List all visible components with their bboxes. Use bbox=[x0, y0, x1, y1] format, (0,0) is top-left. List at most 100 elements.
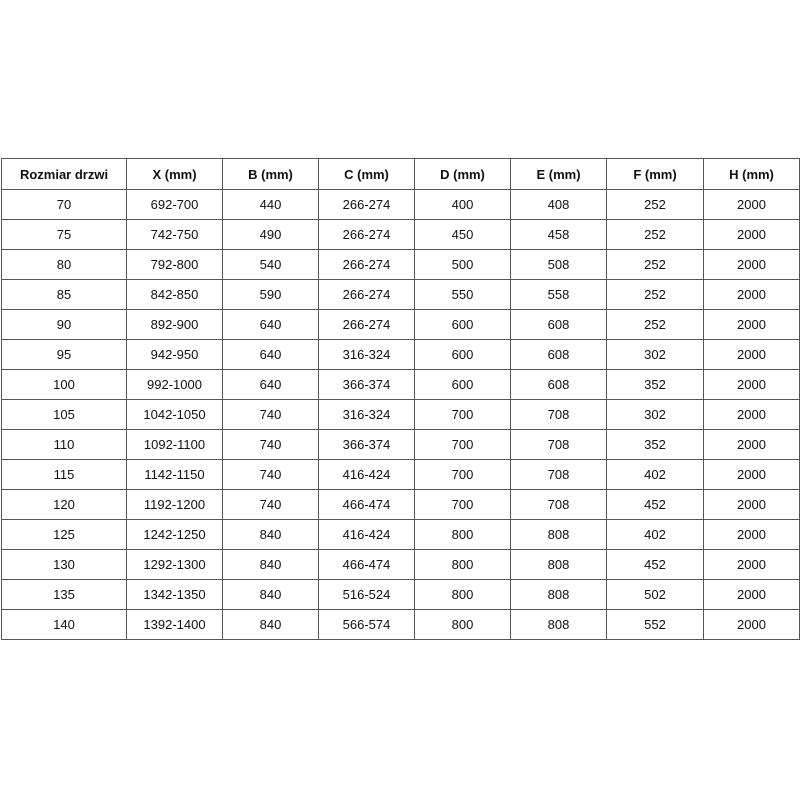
table-cell: 266-274 bbox=[318, 309, 415, 340]
table-cell: 842-850 bbox=[126, 279, 223, 310]
table-cell: 558 bbox=[510, 279, 607, 310]
table-cell: 800 bbox=[414, 579, 511, 610]
table-row: 135 1342-1350 840 516-524 800 808 502 2000 bbox=[1, 579, 800, 610]
table-cell: 692-700 bbox=[126, 189, 223, 220]
table-cell: 402 bbox=[606, 459, 704, 490]
header-row: Rozmiar drzwi X (mm) B (mm) C (mm) D (mm… bbox=[1, 158, 800, 190]
table-cell: 550 bbox=[414, 279, 511, 310]
table-cell: 2000 bbox=[703, 279, 800, 310]
table-cell: 516-524 bbox=[318, 579, 415, 610]
table-cell: 416-424 bbox=[318, 459, 415, 490]
header-d: D (mm) bbox=[414, 158, 511, 190]
table-row: 90 892-900 640 266-274 600 608 252 2000 bbox=[1, 309, 800, 340]
table-cell: 500 bbox=[414, 249, 511, 280]
table-row: 95 942-950 640 316-324 600 608 302 2000 bbox=[1, 339, 800, 370]
table-cell: 700 bbox=[414, 429, 511, 460]
table-cell: 552 bbox=[606, 609, 704, 640]
table-cell: 742-750 bbox=[126, 219, 223, 250]
table-cell: 800 bbox=[414, 549, 511, 580]
table-cell: 840 bbox=[222, 549, 319, 580]
table-cell: 590 bbox=[222, 279, 319, 310]
table-cell: 266-274 bbox=[318, 249, 415, 280]
table-cell: 640 bbox=[222, 339, 319, 370]
table-cell: 252 bbox=[606, 219, 704, 250]
table-cell: 992-1000 bbox=[126, 369, 223, 400]
table-cell: 600 bbox=[414, 309, 511, 340]
table-cell: 740 bbox=[222, 489, 319, 520]
table-cell: 600 bbox=[414, 339, 511, 370]
table-cell: 450 bbox=[414, 219, 511, 250]
table-cell: 608 bbox=[510, 369, 607, 400]
table-cell: 2000 bbox=[703, 609, 800, 640]
table-cell: 892-900 bbox=[126, 309, 223, 340]
table-cell: 252 bbox=[606, 249, 704, 280]
table-cell: 402 bbox=[606, 519, 704, 550]
table-row: 140 1392-1400 840 566-574 800 808 552 2000 bbox=[1, 609, 800, 640]
table-row: 120 1192-1200 740 466-474 700 708 452 2000 bbox=[1, 489, 800, 520]
table-cell: 2000 bbox=[703, 309, 800, 340]
table-cell: 740 bbox=[222, 429, 319, 460]
table-cell: 135 bbox=[1, 579, 127, 610]
table-row: 75 742-750 490 266-274 450 458 252 2000 bbox=[1, 219, 800, 250]
table-cell: 708 bbox=[510, 399, 607, 430]
table-cell: 808 bbox=[510, 519, 607, 550]
table-cell: 408 bbox=[510, 189, 607, 220]
table-cell: 452 bbox=[606, 489, 704, 520]
table-cell: 808 bbox=[510, 549, 607, 580]
table-row: 110 1092-1100 740 366-374 700 708 352 2000 bbox=[1, 429, 800, 460]
table-cell: 95 bbox=[1, 339, 127, 370]
table-cell: 90 bbox=[1, 309, 127, 340]
table-cell: 2000 bbox=[703, 429, 800, 460]
table-cell: 2000 bbox=[703, 369, 800, 400]
table-cell: 2000 bbox=[703, 459, 800, 490]
table-cell: 700 bbox=[414, 489, 511, 520]
header-b: B (mm) bbox=[222, 158, 319, 190]
header-h: H (mm) bbox=[703, 158, 800, 190]
table-cell: 2000 bbox=[703, 519, 800, 550]
table-cell: 2000 bbox=[703, 579, 800, 610]
table-cell: 452 bbox=[606, 549, 704, 580]
table-cell: 2000 bbox=[703, 189, 800, 220]
table-cell: 2000 bbox=[703, 489, 800, 520]
table-cell: 1392-1400 bbox=[126, 609, 223, 640]
table-cell: 800 bbox=[414, 609, 511, 640]
table-cell: 252 bbox=[606, 309, 704, 340]
table-cell: 1242-1250 bbox=[126, 519, 223, 550]
table-cell: 400 bbox=[414, 189, 511, 220]
table-cell: 100 bbox=[1, 369, 127, 400]
header-f: F (mm) bbox=[606, 158, 704, 190]
table-cell: 2000 bbox=[703, 219, 800, 250]
table-cell: 708 bbox=[510, 459, 607, 490]
table-cell: 2000 bbox=[703, 399, 800, 430]
table-cell: 566-574 bbox=[318, 609, 415, 640]
table-row: 125 1242-1250 840 416-424 800 808 402 2000 bbox=[1, 519, 800, 550]
table-cell: 700 bbox=[414, 459, 511, 490]
table-cell: 700 bbox=[414, 399, 511, 430]
table-cell: 2000 bbox=[703, 249, 800, 280]
table-cell: 252 bbox=[606, 279, 704, 310]
table-cell: 640 bbox=[222, 309, 319, 340]
table-cell: 1292-1300 bbox=[126, 549, 223, 580]
table-cell: 85 bbox=[1, 279, 127, 310]
table-cell: 70 bbox=[1, 189, 127, 220]
table-cell: 540 bbox=[222, 249, 319, 280]
table-cell: 840 bbox=[222, 609, 319, 640]
table-cell: 302 bbox=[606, 399, 704, 430]
table-cell: 1192-1200 bbox=[126, 489, 223, 520]
table-cell: 130 bbox=[1, 549, 127, 580]
table-cell: 316-324 bbox=[318, 399, 415, 430]
table-row: 85 842-850 590 266-274 550 558 252 2000 bbox=[1, 279, 800, 310]
table-cell: 740 bbox=[222, 399, 319, 430]
table-row: 70 692-700 440 266-274 400 408 252 2000 bbox=[1, 189, 800, 220]
table-cell: 490 bbox=[222, 219, 319, 250]
table-cell: 252 bbox=[606, 189, 704, 220]
table-cell: 640 bbox=[222, 369, 319, 400]
table-cell: 840 bbox=[222, 519, 319, 550]
table-cell: 708 bbox=[510, 489, 607, 520]
table-cell: 608 bbox=[510, 339, 607, 370]
table-cell: 466-474 bbox=[318, 489, 415, 520]
table-cell: 508 bbox=[510, 249, 607, 280]
table-row: 105 1042-1050 740 316-324 700 708 302 2000 bbox=[1, 399, 800, 430]
table-cell: 1142-1150 bbox=[126, 459, 223, 490]
table-cell: 840 bbox=[222, 579, 319, 610]
